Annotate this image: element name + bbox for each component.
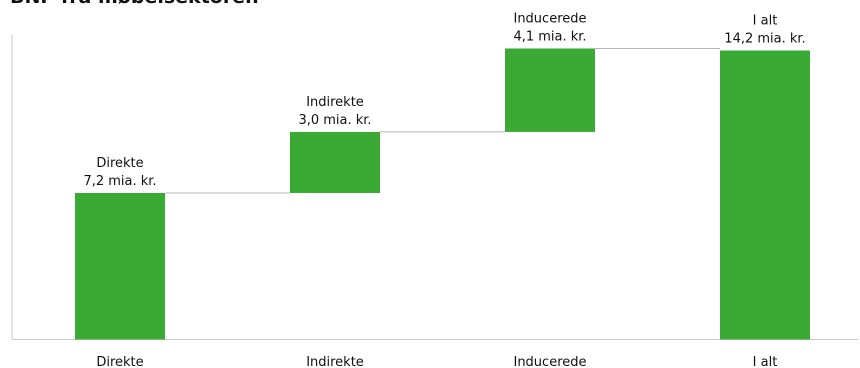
connector-lines [165, 47, 720, 194]
x-tick-label: Direkte [96, 355, 143, 368]
bar-label-name: Indirekte [306, 95, 364, 110]
bar-label-name: Inducerede [513, 11, 586, 26]
bar-label-value: 7,2 mia. kr. [83, 174, 156, 189]
bar-i-alt [720, 50, 810, 340]
chart-title: BNP fra møbelsektoren [10, 0, 259, 8]
bar-inducerede [505, 48, 595, 132]
x-tick-label: I alt [753, 355, 778, 368]
x-tick-label: Indirekte [306, 355, 364, 368]
bar-label-value: 4,1 mia. kr. [513, 29, 586, 44]
bar-labels: Direkte 7,2 mia. kr. Indirekte 3,0 mia. kr.… [83, 11, 805, 188]
bar-direkte [75, 192, 165, 340]
x-tick-labels: Direkte Indirekte Inducerede I alt [96, 355, 777, 368]
bar-label-value: 3,0 mia. kr. [298, 113, 371, 128]
bar-label-name: Direkte [96, 156, 143, 171]
x-tick-label: Inducerede [513, 355, 586, 368]
bar-label-name: I alt [753, 14, 778, 29]
bars [75, 48, 810, 340]
bar-label-value: 14,2 mia. kr. [724, 32, 805, 47]
bar-indirekte [290, 131, 380, 193]
